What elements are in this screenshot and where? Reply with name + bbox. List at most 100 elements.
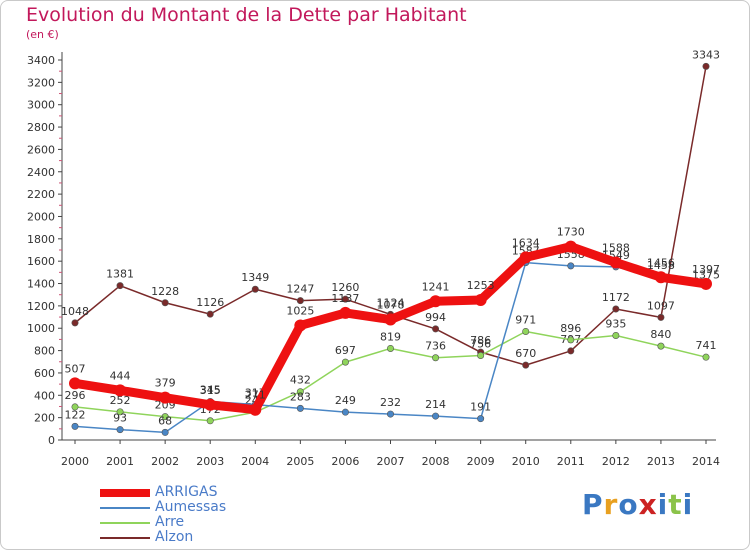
data-point (519, 251, 532, 264)
data-point (702, 62, 710, 70)
x-tick-label: 2013 (647, 455, 675, 468)
legend-swatch-alzon (100, 536, 150, 539)
proxiti-logo: Proxiti (582, 488, 693, 521)
data-point (384, 313, 397, 326)
x-tick-label: 2007 (377, 455, 405, 468)
data-label: 736 (425, 340, 446, 353)
data-point (296, 388, 304, 396)
data-label: 191 (470, 401, 491, 414)
x-tick-label: 2008 (422, 455, 450, 468)
data-label: 444 (110, 369, 131, 382)
data-label: 252 (110, 394, 131, 407)
data-point (206, 417, 214, 425)
y-tick-label: 200 (34, 412, 55, 425)
data-point (477, 352, 485, 360)
legend-swatch-arrigas (100, 488, 150, 497)
logo-letter: x (638, 488, 658, 521)
data-label: 1730 (557, 226, 585, 239)
data-label: 432 (290, 374, 311, 387)
x-tick-label: 2012 (602, 455, 630, 468)
y-tick-label: 1400 (27, 278, 55, 291)
legend-swatch-aumessas (100, 506, 150, 509)
data-label: 3343 (692, 48, 720, 61)
legend-label-arrigas: ARRIGAS (155, 484, 218, 500)
data-label: 1172 (602, 291, 630, 304)
data-point (71, 403, 79, 411)
data-label: 1375 (692, 268, 720, 281)
data-label: 249 (335, 394, 356, 407)
x-tick-label: 2011 (557, 455, 585, 468)
data-label: 1381 (106, 268, 134, 281)
data-label: 1126 (196, 296, 224, 309)
y-tick-label: 1800 (27, 233, 55, 246)
line-chart: 0 200 400 600 800 1000 1200 1400 1600 1800 2000 220… (27, 48, 720, 468)
data-label: 315 (200, 384, 221, 397)
data-point (204, 398, 217, 411)
data-label: 1078 (377, 299, 405, 312)
data-label: 1048 (61, 305, 89, 318)
data-label: 819 (380, 330, 401, 343)
y-tick-label: 600 (34, 367, 55, 380)
data-label: 935 (605, 318, 626, 331)
data-label: 994 (425, 311, 446, 324)
logo-letter: r (603, 488, 619, 521)
y-tick-label: 1000 (27, 322, 55, 335)
data-label: 232 (380, 396, 401, 409)
data-point (294, 319, 307, 332)
data-label: 1260 (331, 281, 359, 294)
data-point (341, 295, 349, 303)
data-point (71, 422, 79, 430)
data-point (702, 353, 710, 361)
data-point (609, 256, 622, 269)
y-tick-label: 3000 (27, 99, 55, 112)
data-point (71, 319, 79, 327)
data-label: 697 (335, 344, 356, 357)
legend-swatch-arre (100, 521, 150, 524)
data-label: 379 (155, 377, 176, 390)
data-label: 1456 (647, 256, 675, 269)
data-label: 1253 (467, 279, 495, 292)
data-point (654, 271, 667, 284)
data-label: 971 (515, 313, 536, 326)
data-point (432, 354, 440, 362)
data-label: 271 (245, 389, 266, 402)
x-tick-label: 2014 (692, 455, 720, 468)
data-point (69, 377, 81, 390)
x-tick-label: 2004 (241, 455, 269, 468)
data-point (339, 306, 352, 319)
data-point (161, 299, 169, 307)
data-point (296, 404, 304, 412)
data-point (386, 344, 394, 352)
data-label: 1247 (286, 283, 314, 296)
data-point (116, 282, 124, 290)
data-label: 1241 (422, 280, 450, 293)
y-tick-label: 2400 (27, 166, 55, 179)
data-label: 756 (470, 338, 491, 351)
y-tick-label: 2200 (27, 188, 55, 201)
data-label: 1025 (286, 304, 314, 317)
data-point (114, 384, 127, 397)
data-point (251, 285, 259, 293)
data-point (612, 331, 620, 339)
data-point (657, 342, 665, 350)
y-tick-label: 400 (34, 389, 55, 402)
data-label: 214 (425, 398, 446, 411)
data-point (567, 347, 575, 355)
data-point (477, 415, 485, 423)
data-point (116, 426, 124, 434)
y-tick-label: 0 (48, 434, 55, 447)
data-point (567, 262, 575, 270)
y-unit-label: (en €) (26, 28, 59, 41)
legend-item-alzon: Alzon (100, 530, 226, 545)
data-label: 1097 (647, 299, 675, 312)
data-point (161, 413, 169, 421)
data-label: 93 (113, 412, 127, 425)
data-label: 122 (65, 408, 86, 421)
legend-item-arrigas: ARRIGAS (100, 485, 226, 500)
data-label: 1397 (692, 263, 720, 276)
data-point (429, 295, 442, 308)
data-label: 1228 (151, 285, 179, 298)
data-point (206, 310, 214, 318)
data-label: 896 (560, 322, 581, 335)
